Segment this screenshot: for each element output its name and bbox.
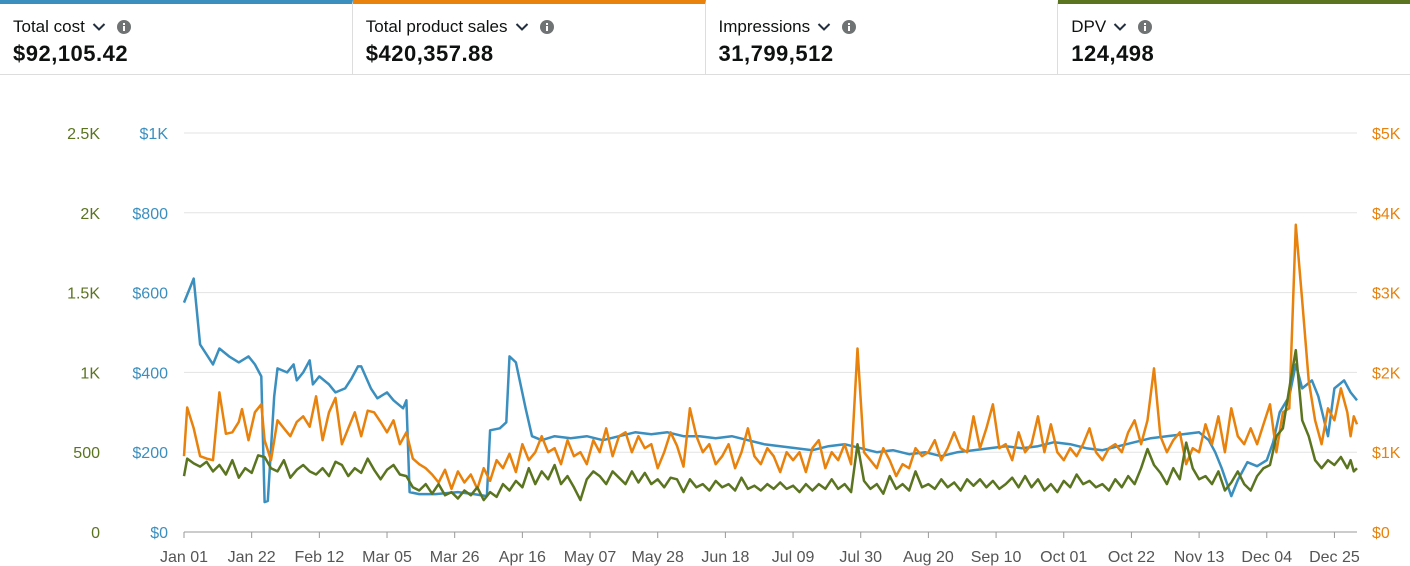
x-tick-label: Oct 22	[1108, 549, 1155, 566]
y-tick-label: $2K	[1372, 365, 1401, 382]
x-tick-label: Dec 04	[1241, 549, 1292, 566]
y-tick-label: 1.5K	[67, 286, 100, 303]
chart-area: 0 500 1K 1.5K 2K 2.5K $0 $200 $400 $600 $800 $1K $0 $…	[0, 75, 1410, 566]
line-chart: 0 500 1K 1.5K 2K 2.5K $0 $200 $400 $600 $800 $1K $0 $…	[67, 126, 1401, 566]
y-tick-label: $0	[150, 525, 168, 542]
chevron-down-icon[interactable]	[1113, 22, 1127, 32]
x-tick-label: Oct 01	[1040, 549, 1087, 566]
x-tick-label: Jun 18	[701, 549, 749, 566]
x-tick-label: Dec 25	[1309, 549, 1360, 566]
y-tick-label: $200	[132, 445, 168, 462]
metrics-bar: Total cost $92,105.42 Total product sale…	[0, 0, 1410, 75]
y-tick-label: $400	[132, 365, 168, 382]
y-tick-label: 2.5K	[67, 126, 100, 143]
y-tick-label: 0	[91, 525, 100, 542]
y-tick-label: $1K	[140, 126, 169, 143]
metric-label: Total cost	[13, 17, 85, 36]
chevron-down-icon[interactable]	[515, 22, 529, 32]
y-tick-label: 1K	[80, 365, 100, 382]
series-line-total-cost	[182, 277, 1358, 504]
metric-value: $92,105.42	[13, 41, 129, 66]
y-tick-label: $0	[1372, 525, 1390, 542]
x-tick-label: Jan 01	[160, 549, 208, 566]
y-tick-label: $800	[132, 206, 168, 223]
metric-card-total-cost[interactable]: Total cost $92,105.42	[0, 0, 353, 74]
x-tick-label: Mar 05	[362, 549, 412, 566]
chevron-down-icon[interactable]	[817, 22, 831, 32]
x-tick-label: Apr 16	[499, 549, 546, 566]
x-tick-label: Jul 30	[839, 549, 882, 566]
x-tick-label: Nov 13	[1174, 549, 1225, 566]
x-tick-label: Jul 09	[772, 549, 815, 566]
x-tick-label: Sep 10	[971, 549, 1022, 566]
metric-value: 31,799,512	[718, 41, 834, 66]
y-tick-label: $3K	[1372, 286, 1401, 303]
y-tick-label: 500	[73, 445, 100, 462]
info-icon[interactable]	[1138, 20, 1153, 34]
y-tick-label: $4K	[1372, 206, 1401, 223]
info-icon[interactable]	[539, 20, 554, 34]
info-icon[interactable]	[842, 20, 857, 34]
y-tick-label: $1K	[1372, 445, 1401, 462]
x-tick-label: Aug 20	[903, 549, 954, 566]
chevron-down-icon[interactable]	[92, 22, 106, 32]
x-tick-label: Jan 22	[228, 549, 276, 566]
metric-label: DPV	[1071, 17, 1107, 36]
metric-label: Total product sales	[365, 17, 508, 36]
y-tick-label: $5K	[1372, 126, 1401, 143]
info-icon[interactable]	[116, 20, 131, 34]
series-line-dpv	[182, 348, 1358, 502]
x-tick-label: May 28	[631, 549, 684, 566]
y-tick-label: 2K	[80, 206, 100, 223]
series-line-total-product-sales	[182, 223, 1359, 491]
x-tick-label: May 07	[564, 549, 617, 566]
y-tick-label: $600	[132, 286, 168, 303]
x-tick-label: Mar 26	[430, 549, 480, 566]
metric-value: 124,498	[1071, 41, 1155, 66]
metric-card-dpv[interactable]: DPV 124,498	[1058, 0, 1410, 74]
metric-value: $420,357.88	[365, 41, 494, 66]
metric-card-impressions[interactable]: Impressions 31,799,512	[706, 0, 1059, 74]
metric-label: Impressions	[718, 17, 811, 36]
metric-card-total-product-sales[interactable]: Total product sales $420,357.88	[352, 0, 706, 74]
x-tick-label: Feb 12	[294, 549, 344, 566]
